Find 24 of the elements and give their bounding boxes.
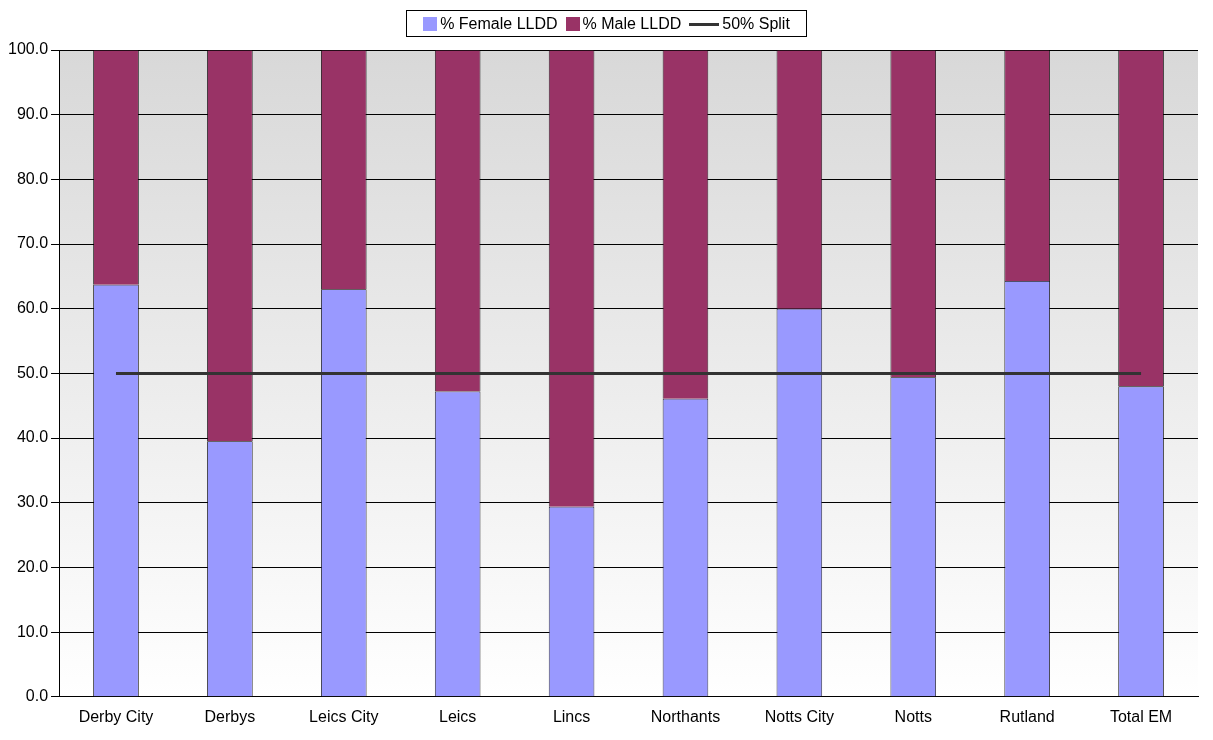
x-tick-label: Leics City — [309, 707, 379, 725]
y-tick-label: 90.0 — [16, 105, 49, 123]
y-tick-label: 10.0 — [16, 622, 49, 640]
x-tick-label: Notts City — [764, 707, 835, 725]
y-tick-label: 30.0 — [16, 493, 49, 511]
y-tick-label: 20.0 — [16, 557, 49, 575]
legend-label: % Female LLDD — [440, 15, 558, 33]
x-tick-label: Leics — [439, 707, 477, 725]
y-tick-label: 60.0 — [16, 299, 49, 317]
y-tick-label: 100.0 — [7, 40, 49, 58]
y-tick-label: 40.0 — [16, 428, 49, 446]
y-tick-label: 70.0 — [16, 234, 49, 252]
x-tick-label: Rutland — [999, 707, 1055, 725]
y-tick-label: 0.0 — [25, 687, 49, 705]
y-tick-label: 50.0 — [16, 363, 49, 381]
x-tick-label: Lincs — [552, 707, 591, 725]
x-tick-label: Total EM — [1109, 707, 1173, 725]
legend-label: % Male LLDD — [582, 15, 682, 33]
x-tick-label: Derby City — [78, 707, 154, 725]
legend-label: 50% Split — [722, 15, 790, 33]
y-tick-label: 80.0 — [16, 169, 49, 187]
x-tick-label: Notts — [894, 707, 932, 725]
x-tick-label: Northants — [650, 707, 721, 725]
x-tick-label: Derbys — [204, 707, 256, 725]
